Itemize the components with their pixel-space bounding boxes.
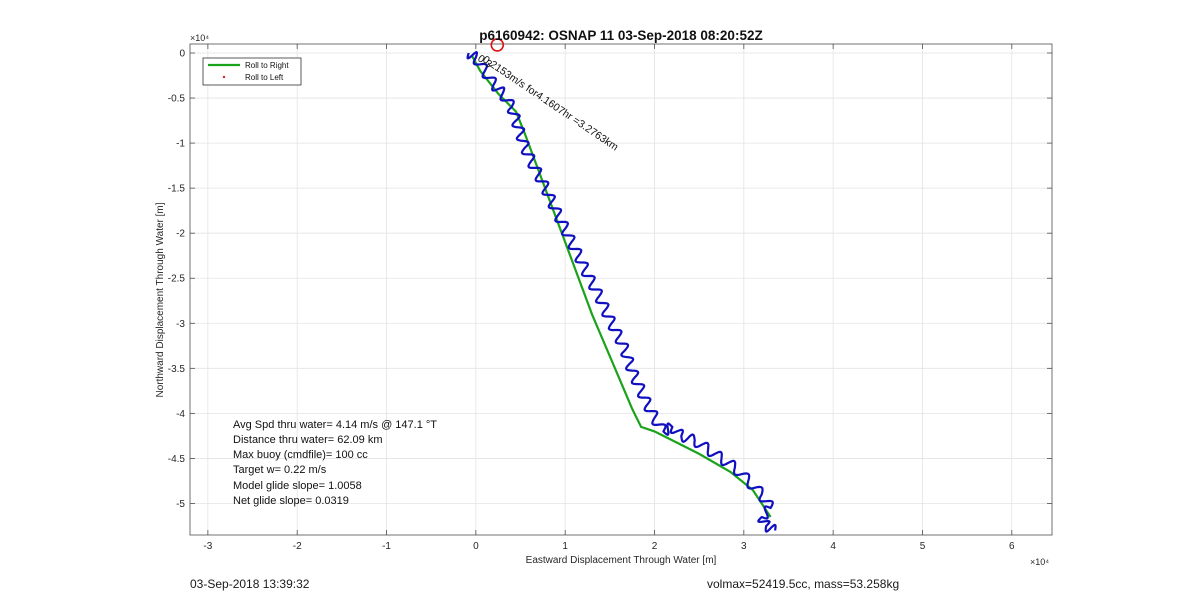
ticks-layer: -3 -2 -1 0 1 2 3 4 5 6 0 -0.5 -1 -1.5 -2 -2.5 -3 -3.5 -4 -4… [168,44,1052,552]
stats-line: Target w= 0.22 m/s [233,464,327,476]
y-tick-label: -3.5 [168,364,186,375]
x-tick-label: 3 [741,541,747,552]
x-tick-label: 6 [1009,541,1015,552]
x-tick-label: -3 [203,541,212,552]
y-tick-label: -0.5 [168,94,186,105]
y-tick-label: -3 [176,319,185,330]
y-tick-label: -1.5 [168,184,186,195]
x-tick-label: -2 [293,541,302,552]
grid-layer [190,44,1052,535]
y-tick-label: -2.5 [168,274,186,285]
x-tick-label: 2 [652,541,658,552]
axes-box [189,43,1053,536]
stats-line: Model glide slope= 1.0058 [233,480,362,492]
y-axis-label: Northward Displacement Through Water [m] [155,202,166,397]
y-tick-label: 0 [179,49,185,60]
stats-line: Avg Spd thru water= 4.14 m/s @ 147.1 °T [233,419,437,431]
x-axis-exponent: ×10⁴ [1030,557,1049,567]
x-tick-label: 1 [562,541,568,552]
x-tick-label: 5 [920,541,926,552]
stats-block: Avg Spd thru water= 4.14 m/s @ 147.1 °T … [233,419,437,507]
stats-line: Distance thru water= 62.09 km [233,434,383,446]
y-tick-label: -5 [176,499,185,510]
y-tick-label: -1 [176,139,185,150]
y-tick-label: -4.5 [168,454,186,465]
stats-line: Max buoy (cmdfile)= 100 cc [233,449,368,461]
x-tick-label: -1 [382,541,391,552]
series-displacement-track [466,51,777,533]
legend-swatch-roll-left [222,75,226,79]
stats-line: Net glide slope= 0.0319 [233,495,349,507]
series-layer [466,38,777,533]
legend-box [202,57,302,86]
x-tick-label: 0 [473,541,479,552]
footer-timestamp: 03-Sep-2018 13:39:32 [190,577,310,591]
start-marker [490,38,505,52]
legend: Roll to Right Roll to Left [202,57,302,86]
x-tick-label: 4 [830,541,836,552]
x-axis-label: Eastward Displacement Through Water [m] [526,555,717,566]
chart-title: p6160942: OSNAP 11 03-Sep-2018 08:20:52Z [479,28,762,43]
y-tick-label: -4 [176,409,185,420]
y-tick-label: -2 [176,229,185,240]
legend-label-roll-right: Roll to Right [245,61,289,70]
legend-label-roll-left: Roll to Left [245,73,284,82]
footer-volmax-mass: volmax=52419.5cc, mass=53.258kg [707,577,900,591]
y-axis-exponent: ×10⁴ [190,33,209,43]
